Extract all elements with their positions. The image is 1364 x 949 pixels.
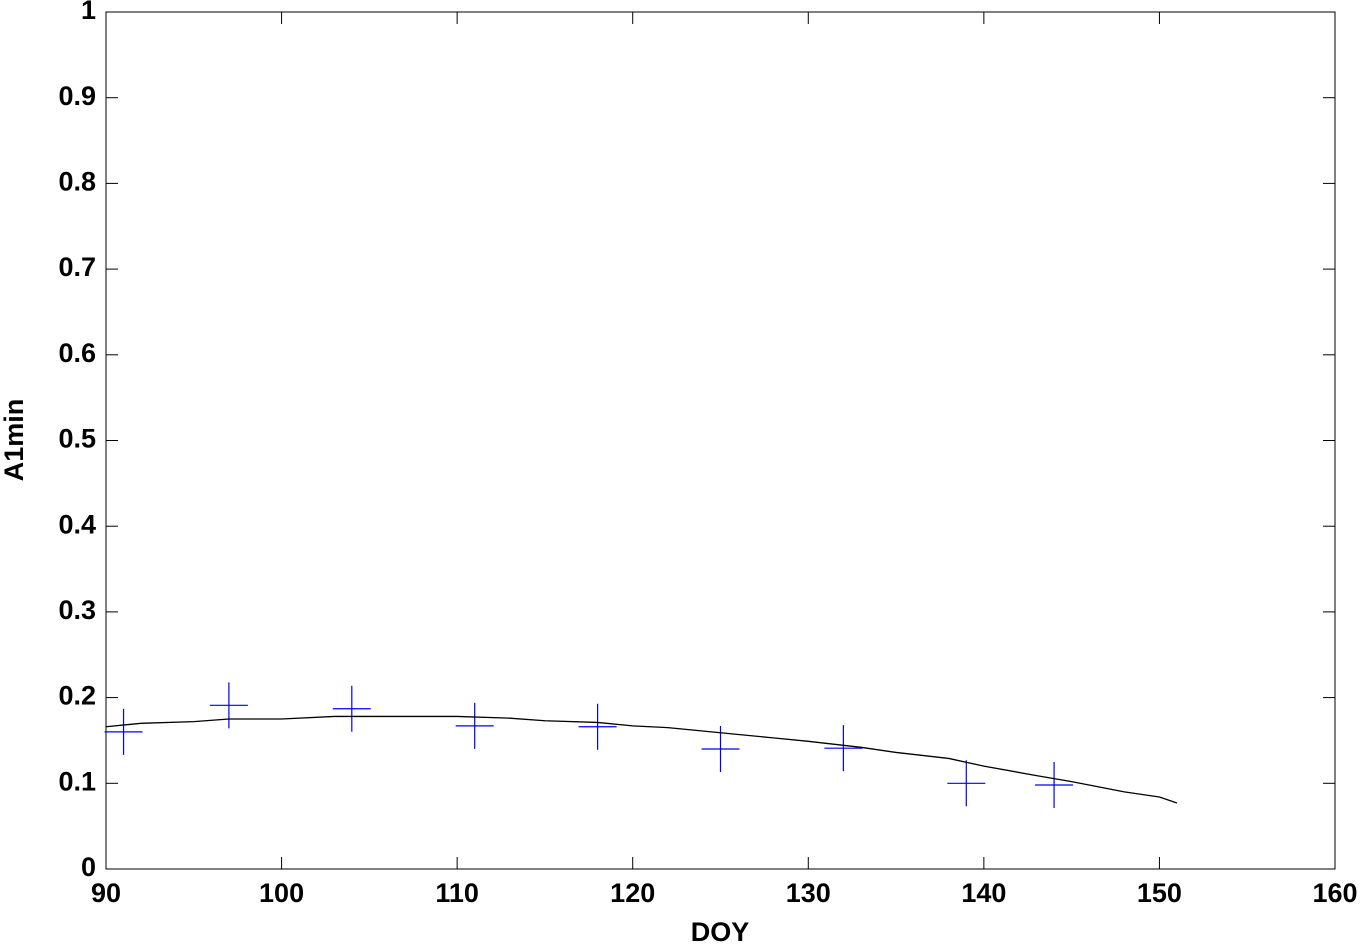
y-tick-label: 0.6	[58, 338, 96, 368]
y-tick-label: 0.1	[58, 766, 96, 796]
marker	[332, 685, 371, 732]
marker	[578, 703, 617, 750]
x-tick-label: 140	[961, 878, 1006, 908]
marker	[104, 708, 143, 755]
marker	[1035, 762, 1074, 809]
y-tick-label: 0.7	[58, 252, 96, 282]
y-tick-label: 0.3	[58, 595, 96, 625]
y-tick-label: 0.4	[58, 509, 96, 539]
x-axis-label: DOY	[691, 917, 750, 947]
y-tick-label: 0.9	[58, 81, 96, 111]
marker	[209, 682, 248, 729]
y-tick-label: 0	[81, 852, 96, 882]
marker	[701, 726, 740, 773]
x-tick-label: 160	[1312, 878, 1357, 908]
x-tick-label: 110	[435, 878, 479, 908]
x-tick-label: 90	[91, 878, 121, 908]
y-tick-label: 1	[81, 0, 96, 25]
y-axis-label: A1min	[0, 399, 29, 482]
y-tick-label: 0.8	[58, 167, 96, 197]
marker	[455, 702, 494, 749]
x-tick-label: 130	[786, 878, 831, 908]
x-tick-label: 100	[259, 878, 304, 908]
marker	[947, 760, 986, 807]
marker	[824, 725, 863, 772]
y-tick-label: 0.2	[58, 681, 96, 711]
x-tick-label: 120	[610, 878, 655, 908]
x-tick-label: 150	[1137, 878, 1182, 908]
line	[105, 715, 1178, 804]
y-tick-label: 0.5	[58, 424, 96, 454]
